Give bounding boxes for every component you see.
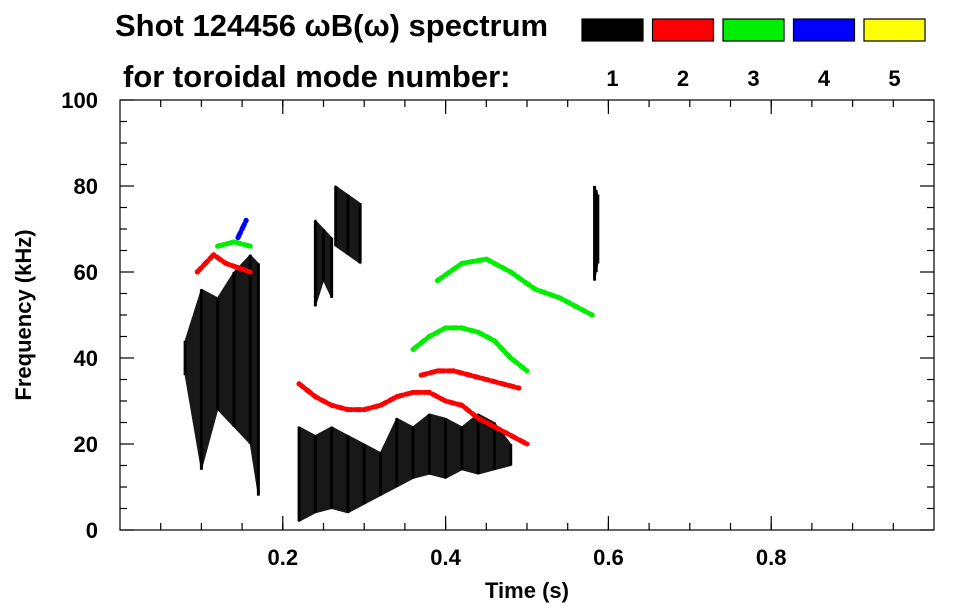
mode-2-point	[524, 441, 530, 447]
legend-swatch-mode-5	[863, 18, 926, 42]
mode-2-point	[296, 381, 302, 387]
mode-3-point	[231, 239, 237, 245]
mode-3-trace	[434, 256, 595, 318]
mode-2-point	[202, 260, 208, 266]
series-mode-2	[418, 368, 522, 391]
y-tick-label: 80	[74, 174, 98, 199]
mode-2-point	[211, 252, 217, 258]
x-tick-label: 0.8	[756, 545, 787, 570]
mode-3-point	[524, 368, 530, 374]
mode-3-trace	[410, 325, 530, 374]
mode-3-point	[573, 303, 579, 309]
series-mode-1	[183, 254, 260, 496]
mode-3-point	[475, 329, 481, 335]
series-mode-3	[215, 239, 253, 249]
x-axis-label: Time (s)	[485, 578, 569, 603]
mode-2-point	[491, 424, 497, 430]
series-mode-3	[434, 256, 595, 318]
y-tick-label: 40	[74, 346, 98, 371]
legend-swatch-mode-2	[651, 18, 715, 42]
mode-2-point	[426, 389, 432, 395]
mode-3-point	[410, 346, 416, 352]
mode-3-point	[508, 269, 514, 275]
series-mode-3	[410, 325, 530, 374]
legend-swatch-mode-4	[792, 18, 856, 42]
legend-swatch-mode-3	[722, 18, 785, 42]
mode-2-point	[443, 398, 449, 404]
mode-2-point	[377, 402, 383, 408]
mode-2-point	[223, 260, 229, 266]
mode-number-legend: 1 2 3 4 5	[581, 18, 926, 91]
mode-2-point	[247, 269, 253, 275]
legend-label-mode-1: 1	[606, 66, 618, 91]
mode-2-point	[329, 402, 335, 408]
chart-title-line2: for toroidal mode number:	[123, 59, 511, 94]
x-tick-label: 0.2	[268, 545, 299, 570]
mode-2-point	[418, 372, 424, 378]
chart-title-line1: Shot 124456 ωB(ω) spectrum	[115, 8, 548, 43]
mode-3-point	[434, 278, 440, 284]
mode-3-point	[459, 260, 465, 266]
mode-2-point	[434, 368, 440, 374]
mode-3-point	[215, 243, 221, 249]
y-tick-label: 20	[74, 432, 98, 457]
mode-2-point	[459, 402, 465, 408]
mode-2-point	[312, 394, 318, 400]
mode-3-point	[247, 243, 253, 249]
mode-2-point	[500, 381, 506, 387]
legend-label-mode-3: 3	[747, 66, 759, 91]
mode-3-point	[443, 325, 449, 331]
legend-swatch-mode-1	[581, 18, 644, 42]
series-mode-2	[296, 381, 530, 447]
series-mode-2	[194, 252, 253, 275]
mode-2-point	[508, 432, 514, 438]
x-tick-label: 0.4	[430, 545, 461, 570]
mode-3-point	[483, 256, 489, 262]
mode-1-band	[184, 254, 259, 496]
mode-3-point	[426, 334, 432, 339]
mode-2-point	[451, 368, 457, 374]
mode-4-point	[239, 226, 245, 232]
mode-3-point	[459, 325, 465, 331]
mode-2-point	[467, 372, 473, 378]
y-axis-label: Frequency (kHz)	[11, 229, 36, 400]
series-mode-1	[334, 185, 362, 265]
y-tick-label: 0	[86, 518, 98, 543]
series-mode-1	[297, 413, 513, 523]
legend-label-mode-5: 5	[888, 66, 900, 91]
series-mode-1	[313, 219, 334, 307]
mode-2-point	[410, 389, 416, 395]
y-tick-label: 100	[61, 88, 98, 113]
legend-label-mode-4: 4	[818, 66, 831, 91]
mode-4-point	[243, 217, 249, 223]
axis-ticks	[120, 99, 934, 531]
mode-3-point	[508, 355, 514, 361]
series-mode-1	[593, 185, 600, 281]
mode-3-point	[589, 312, 595, 318]
mode-2-point	[194, 269, 200, 275]
mode-2-point	[361, 407, 367, 413]
y-tick-label: 60	[74, 260, 98, 285]
mode-2-point	[516, 385, 522, 391]
mode-2-point	[483, 377, 489, 382]
legend-label-mode-2: 2	[677, 66, 689, 91]
mode-2-point	[235, 265, 241, 271]
mode-3-point	[557, 295, 563, 301]
x-tick-label: 0.6	[593, 545, 624, 570]
x-tick-labels: 0.2 0.4 0.6 0.8	[268, 545, 787, 570]
mode-4-point	[235, 235, 241, 241]
mode-2-point	[394, 394, 400, 400]
mode-3-point	[491, 338, 497, 344]
y-tick-labels: 0 20 40 60 80 100	[61, 88, 98, 543]
mode-2-point	[475, 415, 481, 421]
mode-3-point	[532, 286, 538, 292]
spectrogram-traces	[183, 185, 600, 523]
series-mode-4	[235, 217, 249, 241]
mode-2-point	[345, 407, 351, 413]
